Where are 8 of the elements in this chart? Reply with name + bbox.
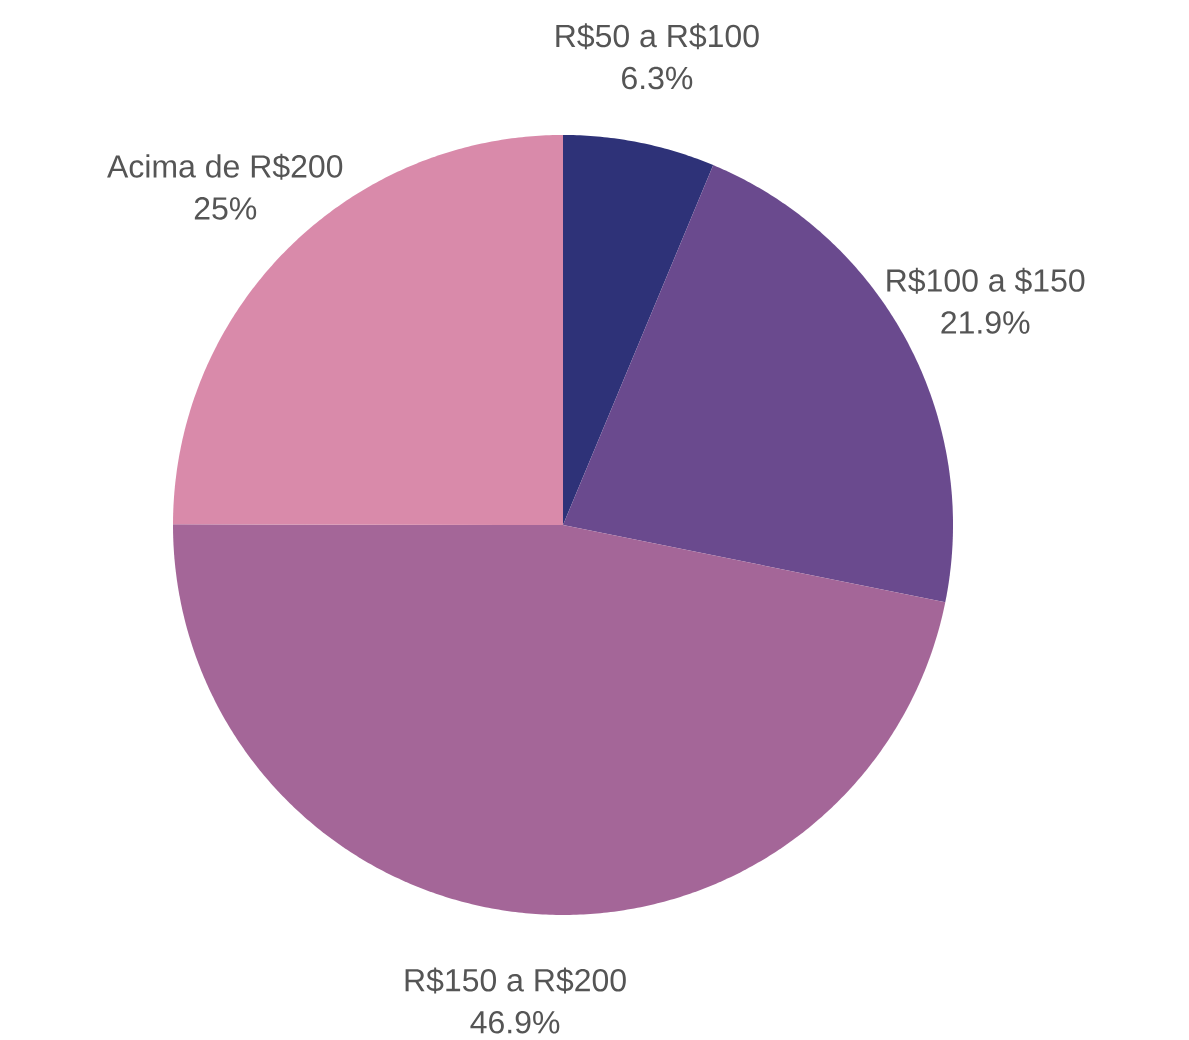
data-label: 25% bbox=[194, 196, 257, 220]
slice-label: Acima de R$200 bbox=[107, 153, 343, 180]
slice-label: R$150 a R$200 bbox=[405, 967, 626, 994]
data-label: 21.9% bbox=[941, 311, 1030, 334]
slice-label: R$50 a R$100 bbox=[556, 23, 759, 50]
slice-label: R$100 a $150 bbox=[887, 267, 1085, 294]
data-label: 6.3% bbox=[622, 66, 693, 90]
data-label: 46.9% bbox=[470, 1010, 560, 1034]
